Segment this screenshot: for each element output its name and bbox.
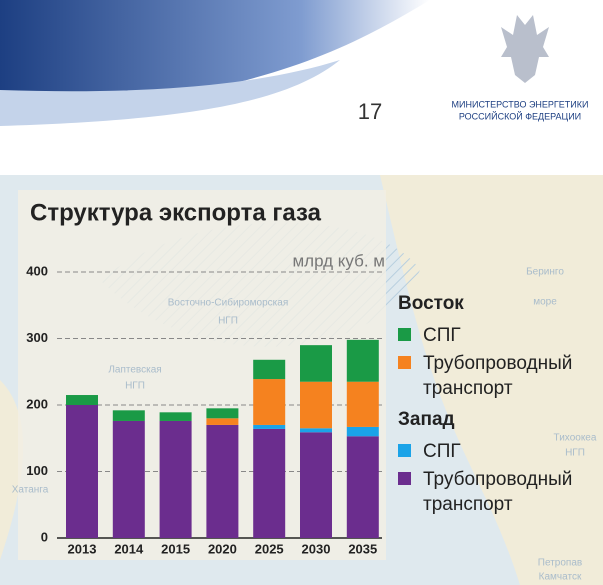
map-label: Беринго xyxy=(526,267,564,278)
bar-segment xyxy=(253,428,286,538)
legend-label: Трубопроводный транспорт xyxy=(423,353,573,399)
x-tick-label: 2020 xyxy=(208,541,237,556)
map-label: НГП xyxy=(565,448,585,459)
y-tick-label: 100 xyxy=(26,463,48,478)
bar-segment xyxy=(159,412,192,421)
header-swoosh xyxy=(0,60,340,126)
ministry-name: МИНИСТЕРСТВО ЭНЕРГЕТИКИ xyxy=(452,99,589,109)
bar-segment xyxy=(300,428,332,433)
bar-segment xyxy=(159,420,192,538)
chart-title: Структура экспорта газа xyxy=(30,199,322,226)
bar-segment xyxy=(206,424,239,538)
bar-segment xyxy=(206,408,239,419)
y-tick-label: 400 xyxy=(26,263,48,278)
map-label: Камчатск xyxy=(539,572,582,583)
bar-segment xyxy=(253,379,286,425)
bar-segment xyxy=(300,381,332,429)
legend-label: СПГ xyxy=(423,325,461,346)
bar-segment xyxy=(253,359,286,380)
map-label: Петропав xyxy=(538,558,582,569)
map-label: Лаптевская xyxy=(108,365,161,376)
bar-segment xyxy=(346,339,379,382)
legend-group-title: Восток xyxy=(398,293,464,314)
map-label: Хатанга xyxy=(12,485,49,496)
legend-swatch xyxy=(398,444,411,457)
map-label: НГП xyxy=(218,316,238,327)
emblem xyxy=(501,15,549,83)
x-tick-label: 2030 xyxy=(302,541,331,556)
legend-swatch xyxy=(398,328,411,341)
bar-segment xyxy=(112,410,145,421)
legend-group-title: Запад xyxy=(398,409,455,430)
map-label: море xyxy=(533,297,557,308)
x-tick-label: 2035 xyxy=(348,541,377,556)
unit-label: млрд куб. м xyxy=(292,251,385,270)
x-tick-label: 2013 xyxy=(68,541,97,556)
x-tick-label: 2015 xyxy=(161,541,190,556)
map-label: Восточно-Сибироморская xyxy=(168,297,288,309)
map-land xyxy=(0,380,24,560)
map-label: Тихоокеа xyxy=(554,433,597,444)
x-tick-label: 2025 xyxy=(255,541,284,556)
y-tick-label: 200 xyxy=(26,396,48,411)
bar-segment xyxy=(346,436,379,538)
bar-segment xyxy=(300,345,332,382)
bar-segment xyxy=(346,426,379,437)
bar-segment xyxy=(112,420,145,538)
y-tick-label: 0 xyxy=(41,529,48,544)
map-land xyxy=(380,175,603,585)
bar-segment xyxy=(253,424,286,429)
map-label: НГП xyxy=(125,381,145,392)
bar-segment xyxy=(66,395,98,405)
ministry-name: РОССИЙСКОЙ ФЕДЕРАЦИИ xyxy=(459,110,581,121)
page-number: 17 xyxy=(358,99,382,124)
legend-swatch xyxy=(398,356,411,369)
legend-label: СПГ xyxy=(423,441,461,462)
bar-segment xyxy=(346,381,379,427)
y-tick-label: 300 xyxy=(26,330,48,345)
bar-segment xyxy=(66,405,98,538)
x-tick-label: 2014 xyxy=(114,541,144,556)
bar-segment xyxy=(300,432,332,538)
legend-label: Трубопроводный транспорт xyxy=(423,469,573,515)
bar-segment xyxy=(206,418,239,425)
legend-swatch xyxy=(398,472,411,485)
